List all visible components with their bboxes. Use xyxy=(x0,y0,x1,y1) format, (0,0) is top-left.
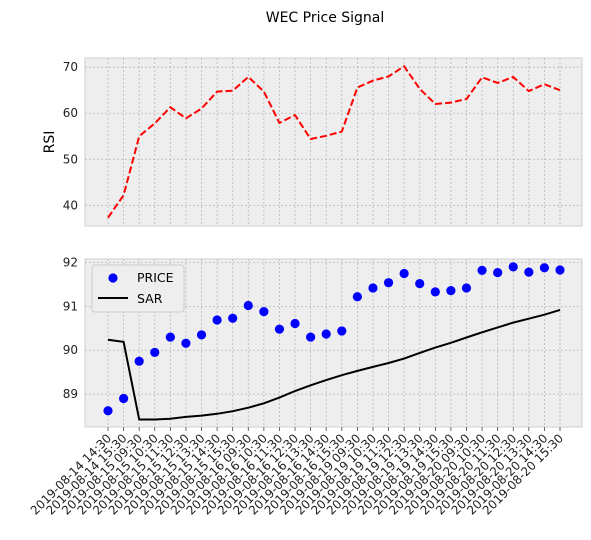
rsi-line xyxy=(107,64,561,219)
price-point xyxy=(461,283,472,293)
price-point xyxy=(555,265,565,275)
price-point xyxy=(524,267,534,277)
y-tick-label: 50 xyxy=(63,152,78,166)
rsi-panel: 40 50 60 70 RSI xyxy=(42,57,583,227)
legend-price-label: PRICE xyxy=(137,270,174,285)
price-point xyxy=(274,324,285,334)
price-series xyxy=(103,262,565,421)
price-point xyxy=(243,300,253,311)
rsi-series xyxy=(107,64,561,219)
rsi-y-ticks: 40 50 60 70 xyxy=(63,60,78,212)
price-point xyxy=(446,285,456,296)
legend-price-marker xyxy=(108,273,118,283)
y-tick-label: 91 xyxy=(63,299,78,313)
legend-sar-label: SAR xyxy=(137,291,163,306)
price-point xyxy=(399,268,409,279)
price-point xyxy=(493,267,503,278)
price-point xyxy=(150,347,160,358)
y-tick-label: 90 xyxy=(63,343,78,357)
price-point xyxy=(212,315,222,325)
price-point xyxy=(352,292,362,302)
price-point xyxy=(321,329,331,339)
y-tick-label: 40 xyxy=(63,198,78,212)
price-point xyxy=(415,278,425,289)
y-tick-label: 60 xyxy=(63,106,78,120)
price-point xyxy=(368,283,378,293)
price-point xyxy=(430,287,440,297)
legend: PRICE SAR xyxy=(91,264,185,313)
rsi-y-label: RSI xyxy=(42,131,58,154)
price-point xyxy=(383,278,394,288)
price-point xyxy=(337,326,347,336)
price-point xyxy=(103,406,113,416)
rsi-grid xyxy=(85,58,582,226)
price-point xyxy=(306,332,316,342)
price-point xyxy=(181,338,191,348)
price-y-ticks: 89 90 91 92 xyxy=(63,256,78,402)
price-point xyxy=(539,263,550,273)
chart-title: WEC Price Signal xyxy=(266,10,385,26)
y-tick-label: 89 xyxy=(63,387,78,401)
price-point xyxy=(259,307,269,317)
price-point xyxy=(196,330,207,340)
price-point xyxy=(165,332,175,342)
price-point xyxy=(228,313,238,323)
price-point xyxy=(134,356,144,366)
price-point xyxy=(290,318,300,329)
price-point xyxy=(508,262,518,272)
y-tick-label: 92 xyxy=(63,256,78,270)
y-tick-label: 70 xyxy=(63,60,78,74)
sar-line xyxy=(107,308,561,421)
price-point xyxy=(118,393,129,404)
rsi-plot-area xyxy=(84,57,583,227)
price-point xyxy=(477,265,487,276)
